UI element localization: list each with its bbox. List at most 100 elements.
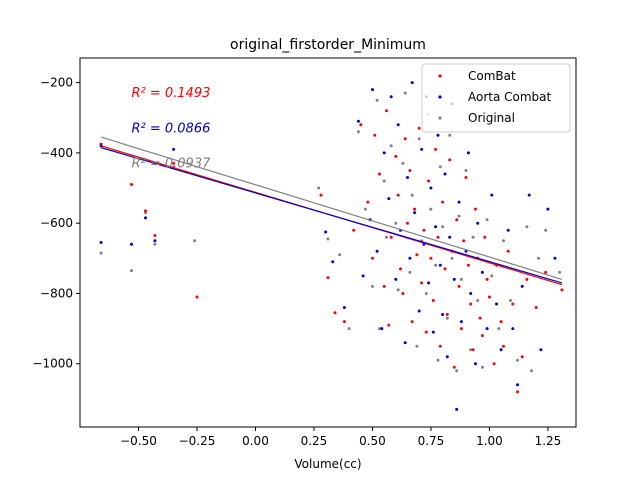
chart-title: original_firstorder_Minimum xyxy=(230,37,426,53)
legend-box xyxy=(421,63,571,133)
point-0-10 xyxy=(352,228,356,232)
point-1-25 xyxy=(413,211,417,215)
point-0-47 xyxy=(457,284,461,288)
point-1-36 xyxy=(441,313,445,316)
legend-label-1: Aorta Combat xyxy=(468,90,552,104)
point-1-3 xyxy=(144,216,147,220)
point-2-27 xyxy=(424,292,428,295)
point-0-3 xyxy=(153,234,157,237)
point-2-17 xyxy=(389,144,393,148)
point-2-1 xyxy=(130,269,133,273)
points-layer xyxy=(99,81,564,411)
point-1-23 xyxy=(408,256,412,260)
point-1-44 xyxy=(459,320,463,324)
point-1-38 xyxy=(445,355,449,359)
point-1-7 xyxy=(331,260,335,264)
point-0-67 xyxy=(516,390,519,394)
point-0-63 xyxy=(499,320,503,324)
point-0-7 xyxy=(326,276,330,280)
point-2-5 xyxy=(193,239,197,243)
point-0-70 xyxy=(534,306,538,309)
point-0-23 xyxy=(401,292,405,295)
point-0-14 xyxy=(373,133,377,137)
point-0-49 xyxy=(462,239,466,243)
point-1-13 xyxy=(375,249,379,253)
legend: ComBat Aorta Combat Original xyxy=(421,63,571,133)
point-0-5 xyxy=(195,295,199,299)
point-0-61 xyxy=(492,362,496,366)
point-2-34 xyxy=(445,316,449,320)
point-0-60 xyxy=(487,295,491,299)
point-0-31 xyxy=(420,281,424,285)
point-0-72 xyxy=(560,288,564,292)
x-tick-label-7: 1.25 xyxy=(535,434,562,448)
point-0-27 xyxy=(410,320,414,324)
point-2-31 xyxy=(436,358,440,362)
legend-marker-0 xyxy=(438,74,442,78)
plot-frame xyxy=(79,57,577,428)
point-2-6 xyxy=(317,186,321,190)
point-1-58 xyxy=(520,284,524,288)
point-2-14 xyxy=(378,327,381,331)
point-1-43 xyxy=(457,200,461,204)
point-0-12 xyxy=(366,200,370,204)
point-0-8 xyxy=(333,311,337,315)
y-tick-label-1: −800 xyxy=(40,286,73,300)
point-2-3 xyxy=(153,242,157,246)
point-0-15 xyxy=(378,172,381,176)
point-0-29 xyxy=(415,253,419,257)
x-tick-label-1: −0.25 xyxy=(179,434,216,448)
point-0-4 xyxy=(172,161,176,165)
point-1-37 xyxy=(443,172,447,176)
point-1-61 xyxy=(546,207,550,211)
point-1-51 xyxy=(485,327,489,331)
point-0-33 xyxy=(424,330,428,334)
point-1-31 xyxy=(429,186,433,190)
x-axis-label: Volume(cc) xyxy=(294,457,361,471)
point-2-12 xyxy=(371,284,374,288)
point-2-23 xyxy=(410,193,414,197)
point-2-0 xyxy=(99,251,103,255)
point-0-22 xyxy=(399,267,402,271)
point-2-13 xyxy=(375,98,379,102)
point-1-9 xyxy=(356,119,360,123)
point-2-36 xyxy=(450,256,454,260)
y-tick-label-0: −1000 xyxy=(32,357,73,371)
r2-annotation-2: R² = 0.0937 xyxy=(131,156,211,171)
point-2-15 xyxy=(382,179,386,183)
fit-line-1 xyxy=(100,147,563,284)
point-0-58 xyxy=(483,235,487,239)
point-0-48 xyxy=(459,327,463,331)
r2-annotation-1: R² = 0.0866 xyxy=(131,121,210,136)
point-2-16 xyxy=(385,235,388,239)
point-2-19 xyxy=(396,288,400,292)
point-2-46 xyxy=(490,274,494,278)
point-1-5 xyxy=(172,147,176,151)
legend-label-2: Original xyxy=(468,111,515,125)
point-1-53 xyxy=(495,302,498,306)
point-1-22 xyxy=(406,176,409,179)
point-0-19 xyxy=(389,235,393,239)
point-2-22 xyxy=(408,270,412,274)
point-0-57 xyxy=(480,334,484,338)
point-2-44 xyxy=(480,365,484,369)
legend-marker-2 xyxy=(438,116,442,120)
point-2-29 xyxy=(429,207,433,211)
point-0-11 xyxy=(359,123,363,127)
point-0-21 xyxy=(396,193,400,197)
point-2-8 xyxy=(338,253,342,257)
point-0-25 xyxy=(406,221,409,225)
point-0-64 xyxy=(502,344,505,348)
x-tick-label-3: 0.25 xyxy=(301,434,328,448)
point-0-59 xyxy=(485,277,489,281)
point-0-68 xyxy=(520,355,524,359)
point-2-47 xyxy=(497,327,501,331)
point-0-46 xyxy=(455,218,459,222)
point-1-8 xyxy=(342,306,346,309)
point-2-10 xyxy=(356,130,360,134)
point-1-47 xyxy=(469,292,473,295)
point-1-6 xyxy=(324,230,328,234)
point-1-35 xyxy=(438,263,442,267)
point-1-46 xyxy=(466,151,470,155)
